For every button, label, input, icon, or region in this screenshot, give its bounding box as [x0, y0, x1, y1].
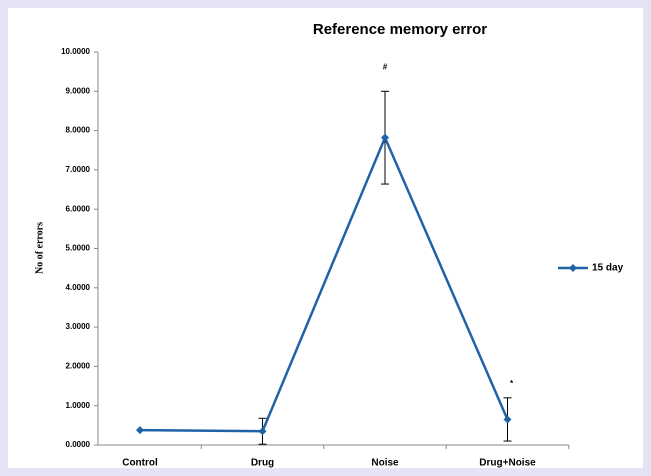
chart-title: Reference memory error	[313, 21, 487, 38]
y-tick-label: 10.0000	[61, 47, 90, 56]
data-point	[381, 133, 389, 142]
chart-background	[8, 8, 643, 468]
y-tick-label: 2.0000	[66, 362, 91, 371]
y-tick-label: 6.0000	[66, 204, 91, 213]
y-tick-label: 0.0000	[66, 440, 91, 449]
x-tick-label: Control	[122, 458, 158, 469]
annotation: *	[510, 379, 514, 388]
x-tick-label: Noise	[371, 458, 399, 469]
y-axis-label: No of errors	[34, 222, 45, 274]
y-tick-label: 9.0000	[66, 86, 91, 95]
x-tick-label: Drug	[251, 458, 274, 469]
y-tick-label: 8.0000	[66, 126, 91, 135]
y-tick-label: 3.0000	[66, 322, 91, 331]
legend-label: 15 day	[592, 263, 624, 274]
y-tick-label: 5.0000	[66, 244, 91, 253]
data-point	[258, 427, 267, 436]
y-tick-label: 4.0000	[66, 283, 91, 292]
x-tick-label: Drug+Noise	[479, 458, 536, 469]
data-point	[503, 415, 512, 424]
data-point	[136, 426, 144, 435]
y-tick-label: 7.0000	[66, 165, 91, 174]
y-tick-label: 1.0000	[66, 401, 91, 410]
legend-marker	[569, 264, 577, 272]
annotation: #	[383, 62, 388, 71]
series-line	[139, 134, 509, 433]
